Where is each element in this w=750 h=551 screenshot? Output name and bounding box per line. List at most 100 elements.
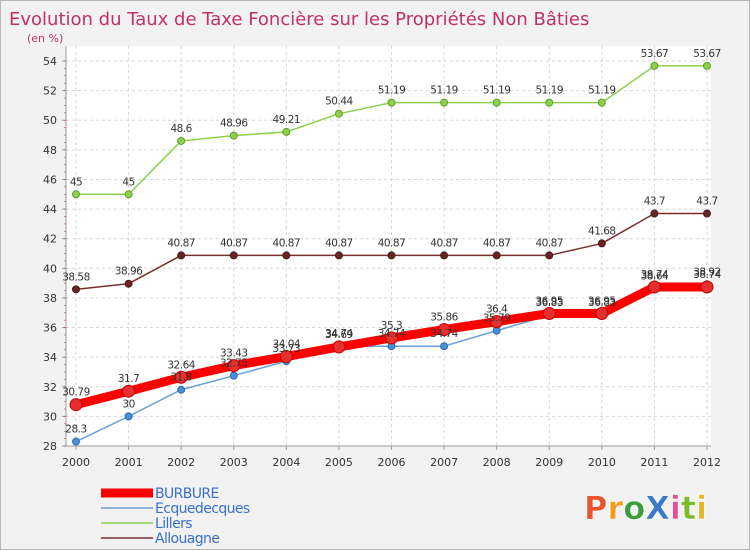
data-label-ecquedecques: 38.92 xyxy=(693,266,721,278)
data-point-lillers xyxy=(492,98,501,107)
data-label-allouagne: 40.87 xyxy=(378,237,406,249)
data-point-allouagne xyxy=(545,251,554,260)
data-label-allouagne: 40.87 xyxy=(167,237,195,249)
data-point-allouagne xyxy=(229,251,238,260)
data-point-burbure xyxy=(595,306,609,320)
data-label-ecquedecques: 35.79 xyxy=(483,313,511,325)
data-label-burbure: 36.95 xyxy=(588,295,616,307)
data-point-lillers xyxy=(124,190,133,199)
data-label-burbure: 30.79 xyxy=(62,387,90,399)
data-label-lillers: 53.67 xyxy=(693,48,721,60)
y-tick-label: 46 xyxy=(43,173,57,186)
y-tick-label: 52 xyxy=(43,85,57,98)
data-point-lillers xyxy=(72,190,80,199)
data-label-burbure: 31.7 xyxy=(118,373,139,385)
data-label-ecquedecques: 36.83 xyxy=(588,297,616,309)
data-point-lillers xyxy=(440,98,449,107)
data-label-allouagne: 43.7 xyxy=(696,196,717,208)
y-tick-label: 42 xyxy=(43,233,57,246)
data-label-burbure: 32.64 xyxy=(167,359,195,371)
data-label-allouagne: 40.87 xyxy=(325,237,353,249)
data-label-lillers: 50.44 xyxy=(325,96,353,108)
data-point-allouagne xyxy=(440,251,449,260)
data-point-burbure xyxy=(437,323,451,337)
data-point-allouagne xyxy=(334,251,343,260)
data-label-allouagne: 40.87 xyxy=(535,237,563,249)
data-point-allouagne xyxy=(387,251,396,260)
data-label-allouagne: 40.87 xyxy=(273,237,301,249)
data-label-ecquedecques: 32.75 xyxy=(220,358,248,370)
data-label-allouagne: 40.87 xyxy=(483,237,511,249)
y-tick-label: 28 xyxy=(43,440,57,453)
data-point-allouagne xyxy=(72,285,80,294)
y-tick-label: 34 xyxy=(43,351,57,364)
data-label-allouagne: 38.58 xyxy=(62,271,90,283)
data-point-lillers xyxy=(282,127,291,136)
y-tick-label: 48 xyxy=(43,144,57,157)
data-label-burbure: 35.86 xyxy=(430,312,458,324)
data-point-burbure xyxy=(174,370,188,384)
data-label-lillers: 51.19 xyxy=(483,85,511,97)
data-label-allouagne: 41.68 xyxy=(588,225,616,237)
data-point-burbure xyxy=(227,359,241,373)
legend-label-burbure: BURBURE xyxy=(155,486,219,502)
data-label-lillers: 49.21 xyxy=(273,114,301,126)
data-point-lillers xyxy=(334,109,343,118)
x-tick-label: 2002 xyxy=(167,456,195,469)
data-point-lillers xyxy=(229,131,238,140)
data-point-burbure xyxy=(122,384,136,398)
data-point-allouagne xyxy=(282,251,291,260)
data-point-allouagne xyxy=(492,251,501,260)
data-label-burbure: 33.43 xyxy=(220,348,248,360)
data-point-burbure xyxy=(279,350,293,364)
data-label-ecquedecques: 34.74 xyxy=(378,328,406,340)
data-label-burbure: 36.4 xyxy=(486,304,508,316)
x-tick-label: 2012 xyxy=(693,456,721,469)
x-tick-label: 2010 xyxy=(588,456,616,469)
data-point-ecquedecques xyxy=(229,371,238,380)
data-point-burbure xyxy=(385,331,398,345)
data-point-lillers xyxy=(387,98,396,107)
logo-text: ProXiti xyxy=(584,489,707,527)
data-label-lillers: 51.19 xyxy=(588,85,616,97)
data-label-burbure: 38.74 xyxy=(693,269,721,281)
data-point-allouagne xyxy=(650,209,659,218)
chart-subtitle: (en %) xyxy=(27,32,63,45)
y-tick-label: 54 xyxy=(43,55,57,68)
x-tick-label: 2004 xyxy=(272,456,300,469)
data-point-ecquedecques xyxy=(177,385,186,394)
data-label-lillers: 51.19 xyxy=(535,85,563,97)
x-tick-label: 2009 xyxy=(535,456,563,469)
data-label-allouagne: 40.87 xyxy=(430,237,458,249)
data-point-burbure xyxy=(647,280,661,294)
data-label-ecquedecques: 30 xyxy=(122,398,134,410)
proxiti-logo: ProXiti xyxy=(584,489,708,528)
data-label-lillers: 45 xyxy=(122,176,134,188)
data-label-allouagne: 43.7 xyxy=(644,196,665,208)
data-point-allouagne xyxy=(124,279,133,288)
x-tick-label: 2007 xyxy=(430,456,458,469)
data-point-lillers xyxy=(650,61,659,70)
x-tick-label: 2006 xyxy=(378,456,406,469)
data-label-allouagne: 38.96 xyxy=(115,266,143,278)
x-tick-label: 2008 xyxy=(483,456,511,469)
data-point-ecquedecques xyxy=(440,342,449,351)
data-point-allouagne xyxy=(703,209,711,218)
data-label-burbure: 36.95 xyxy=(535,295,563,307)
x-tick-label: 2003 xyxy=(220,456,248,469)
data-point-lillers xyxy=(177,136,186,145)
chart-title: Evolution du Taux de Taxe Foncière sur l… xyxy=(9,9,589,30)
x-tick-label: 2001 xyxy=(115,456,143,469)
x-tick-label: 2000 xyxy=(62,456,90,469)
data-label-allouagne: 40.87 xyxy=(220,237,248,249)
data-label-burbure: 38.74 xyxy=(641,269,669,281)
y-tick-label: 40 xyxy=(43,262,57,275)
data-label-lillers: 48.96 xyxy=(220,118,248,130)
data-point-ecquedecques xyxy=(124,412,133,421)
data-label-lillers: 53.67 xyxy=(641,48,669,60)
data-point-lillers xyxy=(597,98,606,107)
data-label-burbure: 35.3 xyxy=(381,320,402,332)
data-label-ecquedecques: 34.74 xyxy=(325,328,353,340)
data-label-lillers: 51.19 xyxy=(430,85,458,97)
